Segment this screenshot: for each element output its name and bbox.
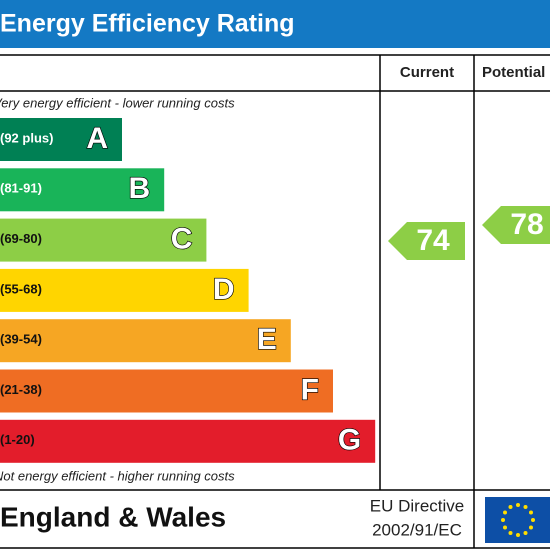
band-letter: F <box>301 373 319 406</box>
band <box>0 218 207 262</box>
star <box>523 505 528 510</box>
star <box>523 530 528 535</box>
directive: EU Directive <box>370 496 464 515</box>
band-letter: B <box>129 172 151 205</box>
band-range: (92 plus) <box>0 130 53 145</box>
potential-arrow <box>482 206 550 244</box>
bottom-note: Not energy efficient - higher running co… <box>0 468 235 483</box>
current-arrow <box>388 222 465 260</box>
eu-stars <box>501 503 535 537</box>
star <box>516 533 520 537</box>
star <box>531 518 535 522</box>
top-note: Very energy efficient - lower running co… <box>0 95 235 110</box>
band <box>0 118 122 161</box>
band-range: (55-68) <box>0 281 42 296</box>
potential-rating: 78 <box>510 208 543 241</box>
band-range: (1-20) <box>0 432 35 447</box>
band-range: (69-80) <box>0 231 42 246</box>
band-letter: A <box>86 122 108 155</box>
star <box>508 505 513 510</box>
column-header: Potential <box>482 64 545 81</box>
band-letter: C <box>171 223 193 256</box>
star <box>503 510 508 515</box>
band-range: (81-91) <box>0 181 42 196</box>
directive: 2002/91/EC <box>372 520 462 539</box>
title: Energy Efficiency Rating <box>0 10 295 38</box>
band-range: (21-38) <box>0 382 42 397</box>
band <box>0 369 333 413</box>
column-header: Current <box>400 64 454 81</box>
star <box>503 525 508 530</box>
bands: (92 plus) A (81-91) B (69-80) C (55-68) D (39-54… <box>0 118 376 463</box>
star <box>508 530 513 535</box>
current-rating: 74 <box>416 224 450 257</box>
star <box>528 525 533 530</box>
band-letter: G <box>338 424 361 457</box>
star <box>501 518 505 522</box>
band <box>0 268 249 312</box>
band-letter: E <box>257 323 277 356</box>
band-range: (39-54) <box>0 332 42 347</box>
star <box>528 510 533 515</box>
band <box>0 419 376 463</box>
band-letter: D <box>213 273 235 306</box>
band <box>0 319 291 363</box>
star <box>516 503 520 507</box>
title-bar <box>0 0 550 48</box>
region: England & Wales <box>0 501 226 532</box>
band <box>0 168 165 212</box>
